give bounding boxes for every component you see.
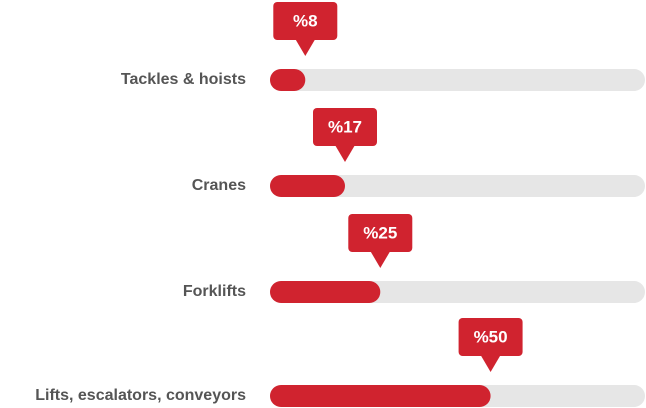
bar-track <box>270 69 645 91</box>
category-label: Cranes <box>192 177 246 194</box>
callout-pointer <box>295 39 316 56</box>
bar <box>270 385 491 407</box>
value-label: %50 <box>474 327 508 346</box>
callout-box <box>313 108 377 146</box>
value-label: %17 <box>328 117 362 136</box>
callout-box <box>273 2 338 40</box>
category-label: Lifts, escalators, conveyors <box>35 387 246 404</box>
bar-track <box>270 175 645 197</box>
bar <box>270 281 381 303</box>
value-label: %25 <box>363 223 397 242</box>
value-label: %8 <box>293 11 318 30</box>
callout-box <box>348 214 413 252</box>
category-label: Forklifts <box>183 283 246 300</box>
callout-pointer <box>335 145 355 162</box>
bar <box>270 175 345 197</box>
bar <box>270 69 306 91</box>
callout-pointer <box>370 251 391 268</box>
category-label: Tackles & hoists <box>121 71 246 88</box>
callout-box <box>458 318 523 356</box>
callout-pointer <box>480 355 501 372</box>
